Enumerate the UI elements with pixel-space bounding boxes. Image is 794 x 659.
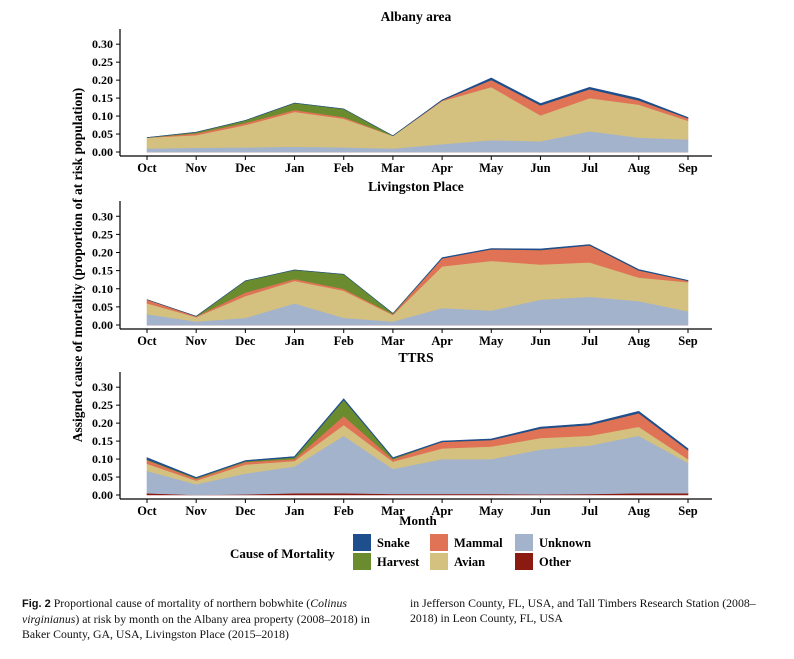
x-tick-label: Jan xyxy=(285,334,305,348)
x-tick-label: Nov xyxy=(185,504,207,518)
x-tick-label: Jul xyxy=(581,334,598,348)
y-tick-label: 0.15 xyxy=(92,91,113,105)
x-tick-label: Apr xyxy=(431,504,453,518)
y-tick-label: 0.30 xyxy=(92,209,113,223)
area-snake xyxy=(146,244,689,317)
caption-text-1: Proportional cause of mortality of north… xyxy=(53,596,311,610)
x-tick-label: Jun xyxy=(530,504,550,518)
y-tick-label: 0.20 xyxy=(92,73,113,87)
panel-title: Albany area xyxy=(381,9,452,24)
x-tick-label: Apr xyxy=(431,161,453,175)
panel-title: Livingston Place xyxy=(368,179,464,194)
legend-item-unknown: Unknown xyxy=(515,534,591,551)
panel-title: TTRS xyxy=(398,350,433,365)
y-tick-label: 0.15 xyxy=(92,264,113,278)
caption-species: Colinus virginianus xyxy=(22,596,347,626)
x-tick-label: Jan xyxy=(285,161,305,175)
legend-item-snake: Snake xyxy=(353,534,410,551)
legend-label: Mammal xyxy=(454,536,503,550)
y-tick-label: 0.10 xyxy=(92,109,113,123)
legend-label: Snake xyxy=(377,536,410,550)
x-tick-label: Oct xyxy=(137,334,157,348)
x-tick-label: Dec xyxy=(235,504,256,518)
x-tick-label: Sep xyxy=(678,161,698,175)
x-tick-label: May xyxy=(479,161,504,175)
caption-text-3: in Jefferson County, FL, USA, and Tall T… xyxy=(410,596,756,625)
figure-caption-left: Fig. 2 Proportional cause of mortality o… xyxy=(22,596,394,642)
area-snake xyxy=(146,77,689,138)
legend-swatch xyxy=(430,553,448,570)
x-tick-label: Aug xyxy=(628,161,651,175)
y-tick-label: 0.00 xyxy=(92,145,113,159)
chart-panels: Albany area 0.00 0.05 0.10 0.15 0.20 0.25 0.30 O… xyxy=(92,9,712,518)
x-tick-label: Feb xyxy=(334,334,354,348)
x-tick-label: Aug xyxy=(628,504,651,518)
legend-label: Harvest xyxy=(377,555,420,569)
x-tick-label: Sep xyxy=(678,504,698,518)
legend-swatch xyxy=(430,534,448,551)
x-tick-label: Oct xyxy=(137,161,157,175)
x-tick-label: Feb xyxy=(334,504,354,518)
legend-label: Avian xyxy=(454,555,485,569)
legend-label: Unknown xyxy=(539,536,591,550)
legend: Cause of Mortality Snake Harvest Mammal Avi… xyxy=(230,534,591,570)
legend-label: Other xyxy=(539,555,571,569)
panel-2: Livingston Place 0.00 0.05 0.10 0.15 0.20 0.25… xyxy=(92,179,712,348)
y-tick-label: 0.30 xyxy=(92,37,113,51)
x-tick-label: Sep xyxy=(678,334,698,348)
x-tick-label: Dec xyxy=(235,334,256,348)
figure-caption-right: in Jefferson County, FL, USA, and Tall T… xyxy=(410,596,776,626)
y-tick-label: 0.25 xyxy=(92,398,113,412)
y-tick-label: 0.25 xyxy=(92,55,113,69)
figure-number: Fig. 2 xyxy=(22,598,51,610)
y-tick-label: 0.00 xyxy=(92,488,113,502)
x-tick-label: Jul xyxy=(581,161,598,175)
x-tick-label: Jan xyxy=(285,504,305,518)
x-tick-label: Mar xyxy=(381,334,405,348)
x-tick-label: Aug xyxy=(628,334,651,348)
area-unknown xyxy=(146,435,689,496)
x-tick-label: Oct xyxy=(137,504,157,518)
panel-1: Albany area 0.00 0.05 0.10 0.15 0.20 0.25 0.30 O… xyxy=(92,9,712,175)
area-snake xyxy=(146,398,689,479)
x-tick-label: Nov xyxy=(185,161,207,175)
legend-swatch xyxy=(353,553,371,570)
legend-swatch xyxy=(515,534,533,551)
legend-swatch xyxy=(515,553,533,570)
x-tick-label: Apr xyxy=(431,334,453,348)
y-tick-label: 0.05 xyxy=(92,300,113,314)
x-tick-label: May xyxy=(479,334,504,348)
y-tick-label: 0.05 xyxy=(92,470,113,484)
y-tick-label: 0.15 xyxy=(92,434,113,448)
y-tick-label: 0.30 xyxy=(92,380,113,394)
panel-3: TTRS 0.00 0.05 0.10 0.15 0.20 0.25 0.30 Oct Nov De… xyxy=(92,350,712,518)
legend-title: Cause of Mortality xyxy=(230,546,335,561)
legend-item-avian: Avian xyxy=(430,553,485,570)
x-tick-label: Feb xyxy=(334,161,354,175)
x-tick-label: Dec xyxy=(235,161,256,175)
x-tick-label: Jun xyxy=(530,161,550,175)
y-tick-label: 0.05 xyxy=(92,127,113,141)
legend-item-harvest: Harvest xyxy=(353,553,420,570)
y-tick-label: 0.20 xyxy=(92,246,113,260)
x-tick-label: Mar xyxy=(381,161,405,175)
mortality-figure: Assigned cause of mortality (proportion … xyxy=(70,9,712,570)
y-tick-label: 0.20 xyxy=(92,416,113,430)
x-tick-label: Nov xyxy=(185,334,207,348)
y-tick-label: 0.10 xyxy=(92,452,113,466)
legend-swatch xyxy=(353,534,371,551)
x-tick-label: Jun xyxy=(530,334,550,348)
x-axis-title: Month xyxy=(399,513,437,528)
y-tick-label: 0.25 xyxy=(92,227,113,241)
y-axis-title: Assigned cause of mortality (proportion … xyxy=(70,88,85,443)
x-tick-label: May xyxy=(479,504,504,518)
y-tick-label: 0.00 xyxy=(92,318,113,332)
y-tick-label: 0.10 xyxy=(92,282,113,296)
x-tick-label: Mar xyxy=(381,504,405,518)
caption-text-2: ) at risk by month on the Albany area pr… xyxy=(22,612,370,641)
legend-item-other: Other xyxy=(515,553,571,570)
x-tick-label: Jul xyxy=(581,504,598,518)
legend-item-mammal: Mammal xyxy=(430,534,503,551)
